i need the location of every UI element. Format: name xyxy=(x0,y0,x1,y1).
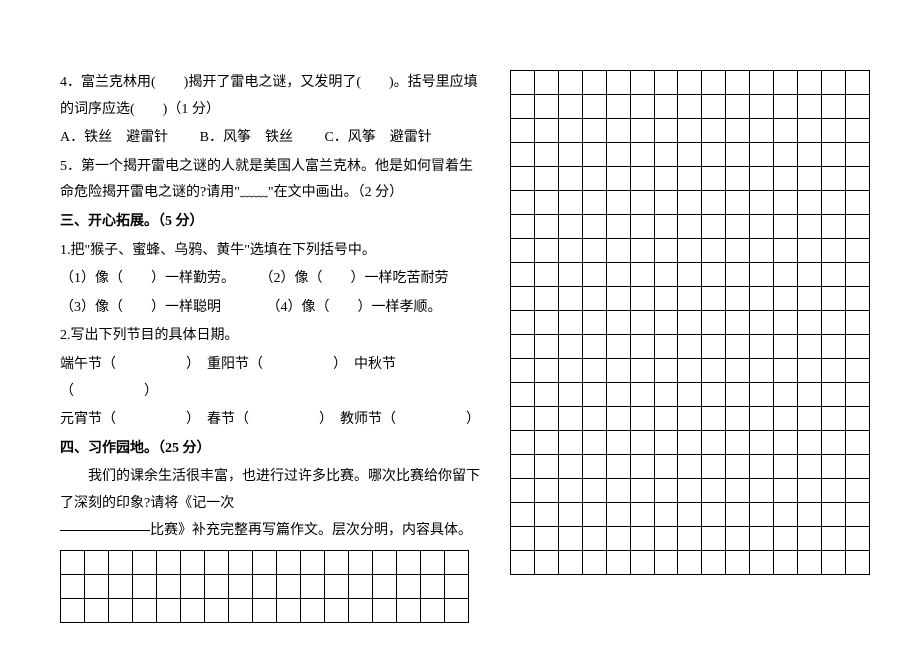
s3-q1c: （3）像（ ）一样聪明 xyxy=(60,300,221,315)
s3-q2a: 端午节（ ） 重阳节（ ） 中秋节（ ） xyxy=(60,352,480,405)
option-c: C．风筝 避雷针 xyxy=(324,130,431,145)
option-b: B．风筝 铁丝 xyxy=(200,130,293,145)
question-4-options: A．铁丝 避雷针 B．风筝 铁丝 C．风筝 避雷针 xyxy=(60,125,480,152)
section-4-title: 四、习作园地。（25 分） xyxy=(60,436,480,463)
fill-blank xyxy=(60,530,150,531)
s3-q1-row1: （1）像（ ）一样勤劳。 （2）像（ ）一样吃苦耐劳 xyxy=(60,266,480,293)
s3-q1b: （2）像（ ）一样吃苦耐劳 xyxy=(260,271,449,286)
section-3-title: 三、开心拓展。（5 分） xyxy=(60,209,480,236)
question-5: 5．第一个揭开雷电之谜的人就是美国人富兰克林。他是如何冒着生命危险揭开雷电之谜的… xyxy=(60,154,480,207)
s3-q2b: 元宵节（ ） 春节（ ） 教师节（ ） xyxy=(60,407,480,434)
s3-q1-row2: （3）像（ ）一样聪明 （4）像（ ）一样孝顺。 xyxy=(60,295,480,322)
question-4: 4．富兰克林用( )揭开了雷电之谜，又发明了( )。括号里应填的词序应选( )（… xyxy=(60,70,480,123)
writing-grid-left xyxy=(60,550,469,623)
s4-body-1: 我们的课余生活很丰富，也进行过许多比赛。哪次比赛给你留下了深刻的印象?请将《记一… xyxy=(60,464,480,517)
s3-q2: 2.写出下列节目的具体日期。 xyxy=(60,323,480,350)
right-column xyxy=(510,70,870,623)
left-column: 4．富兰克林用( )揭开了雷电之谜，又发明了( )。括号里应填的词序应选( )（… xyxy=(60,70,480,623)
writing-grid-right xyxy=(510,70,870,575)
section-4-body: 我们的课余生活很丰富，也进行过许多比赛。哪次比赛给你留下了深刻的印象?请将《记一… xyxy=(60,464,480,544)
s3-q1: 1.把"猴子、蜜蜂、乌鸦、黄牛"选填在下列括号中。 xyxy=(60,238,480,265)
option-a: A．铁丝 避雷针 xyxy=(60,130,168,145)
s4-body-2: 比赛》补充完整再写篇作文。层次分明，内容具体。 xyxy=(150,523,472,538)
s3-q1a: （1）像（ ）一样勤劳。 xyxy=(60,271,228,286)
s3-q1d: （4）像（ ）一样孝顺。 xyxy=(267,300,442,315)
